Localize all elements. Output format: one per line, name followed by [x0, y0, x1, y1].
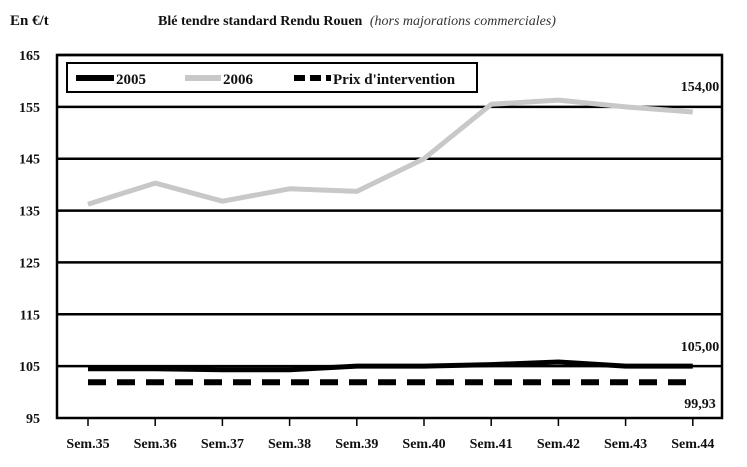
x-axis: Sem.35 Sem.36 Sem.37 Sem.38 Sem.39 Sem.40 Sem.…: [66, 418, 714, 452]
chart-title: Blé tendre standard Rendu Rouen: [158, 14, 363, 29]
y-tick-label-95: 95: [26, 412, 40, 427]
unit-label: En €/t: [10, 13, 49, 29]
end-label-2006: 154,00: [681, 80, 720, 95]
x-tick-label-Sem.38: Sem.38: [268, 437, 311, 452]
end-labels: 154,00 105,00 99,93: [681, 80, 720, 412]
series-lines: [87, 97, 693, 386]
end-label-intervention: 99,93: [684, 397, 716, 412]
y-axis: 95 105 115 125 135 145 155 165: [19, 49, 40, 427]
x-tick-label-Sem.43: Sem.43: [604, 437, 647, 452]
x-tick-label-Sem.40: Sem.40: [402, 437, 445, 452]
y-tick-label-165: 165: [19, 49, 40, 64]
chart-subtitle: (hors majorations commerciales): [370, 14, 556, 29]
legend: 2005 2006 Prix d'intervention: [66, 62, 478, 93]
legend-label-2005: 2005: [116, 72, 146, 88]
x-tick-label-Sem.41: Sem.41: [470, 437, 513, 452]
y-tick-label-155: 155: [19, 101, 40, 116]
plot-frame: [55, 53, 724, 420]
chart-title-line: Blé tendre standard Rendu Rouen (hors ma…: [158, 14, 556, 29]
series-line-2005: [88, 359, 693, 373]
y-tick-label-105: 105: [19, 360, 40, 375]
x-tick-label-Sem.37: Sem.37: [201, 437, 244, 452]
legend-box: [66, 62, 478, 93]
x-tick-label-Sem.44: Sem.44: [671, 437, 714, 452]
legend-label-Prix d'intervention: Prix d'intervention: [333, 72, 456, 88]
x-tick-label-Sem.35: Sem.35: [66, 437, 109, 452]
x-tick-label-Sem.39: Sem.39: [335, 437, 378, 452]
series-line-2006: [87, 97, 693, 207]
y-tick-label-125: 125: [19, 256, 40, 271]
y-tick-label-145: 145: [19, 153, 40, 168]
x-tick-label-Sem.36: Sem.36: [134, 437, 177, 452]
x-tick-label-Sem.42: Sem.42: [537, 437, 580, 452]
y-tick-label-115: 115: [20, 308, 40, 323]
end-label-2005: 105,00: [681, 340, 720, 355]
y-tick-label-135: 135: [19, 205, 40, 220]
legend-label-2006: 2006: [223, 72, 254, 88]
gridlines: [55, 53, 724, 420]
